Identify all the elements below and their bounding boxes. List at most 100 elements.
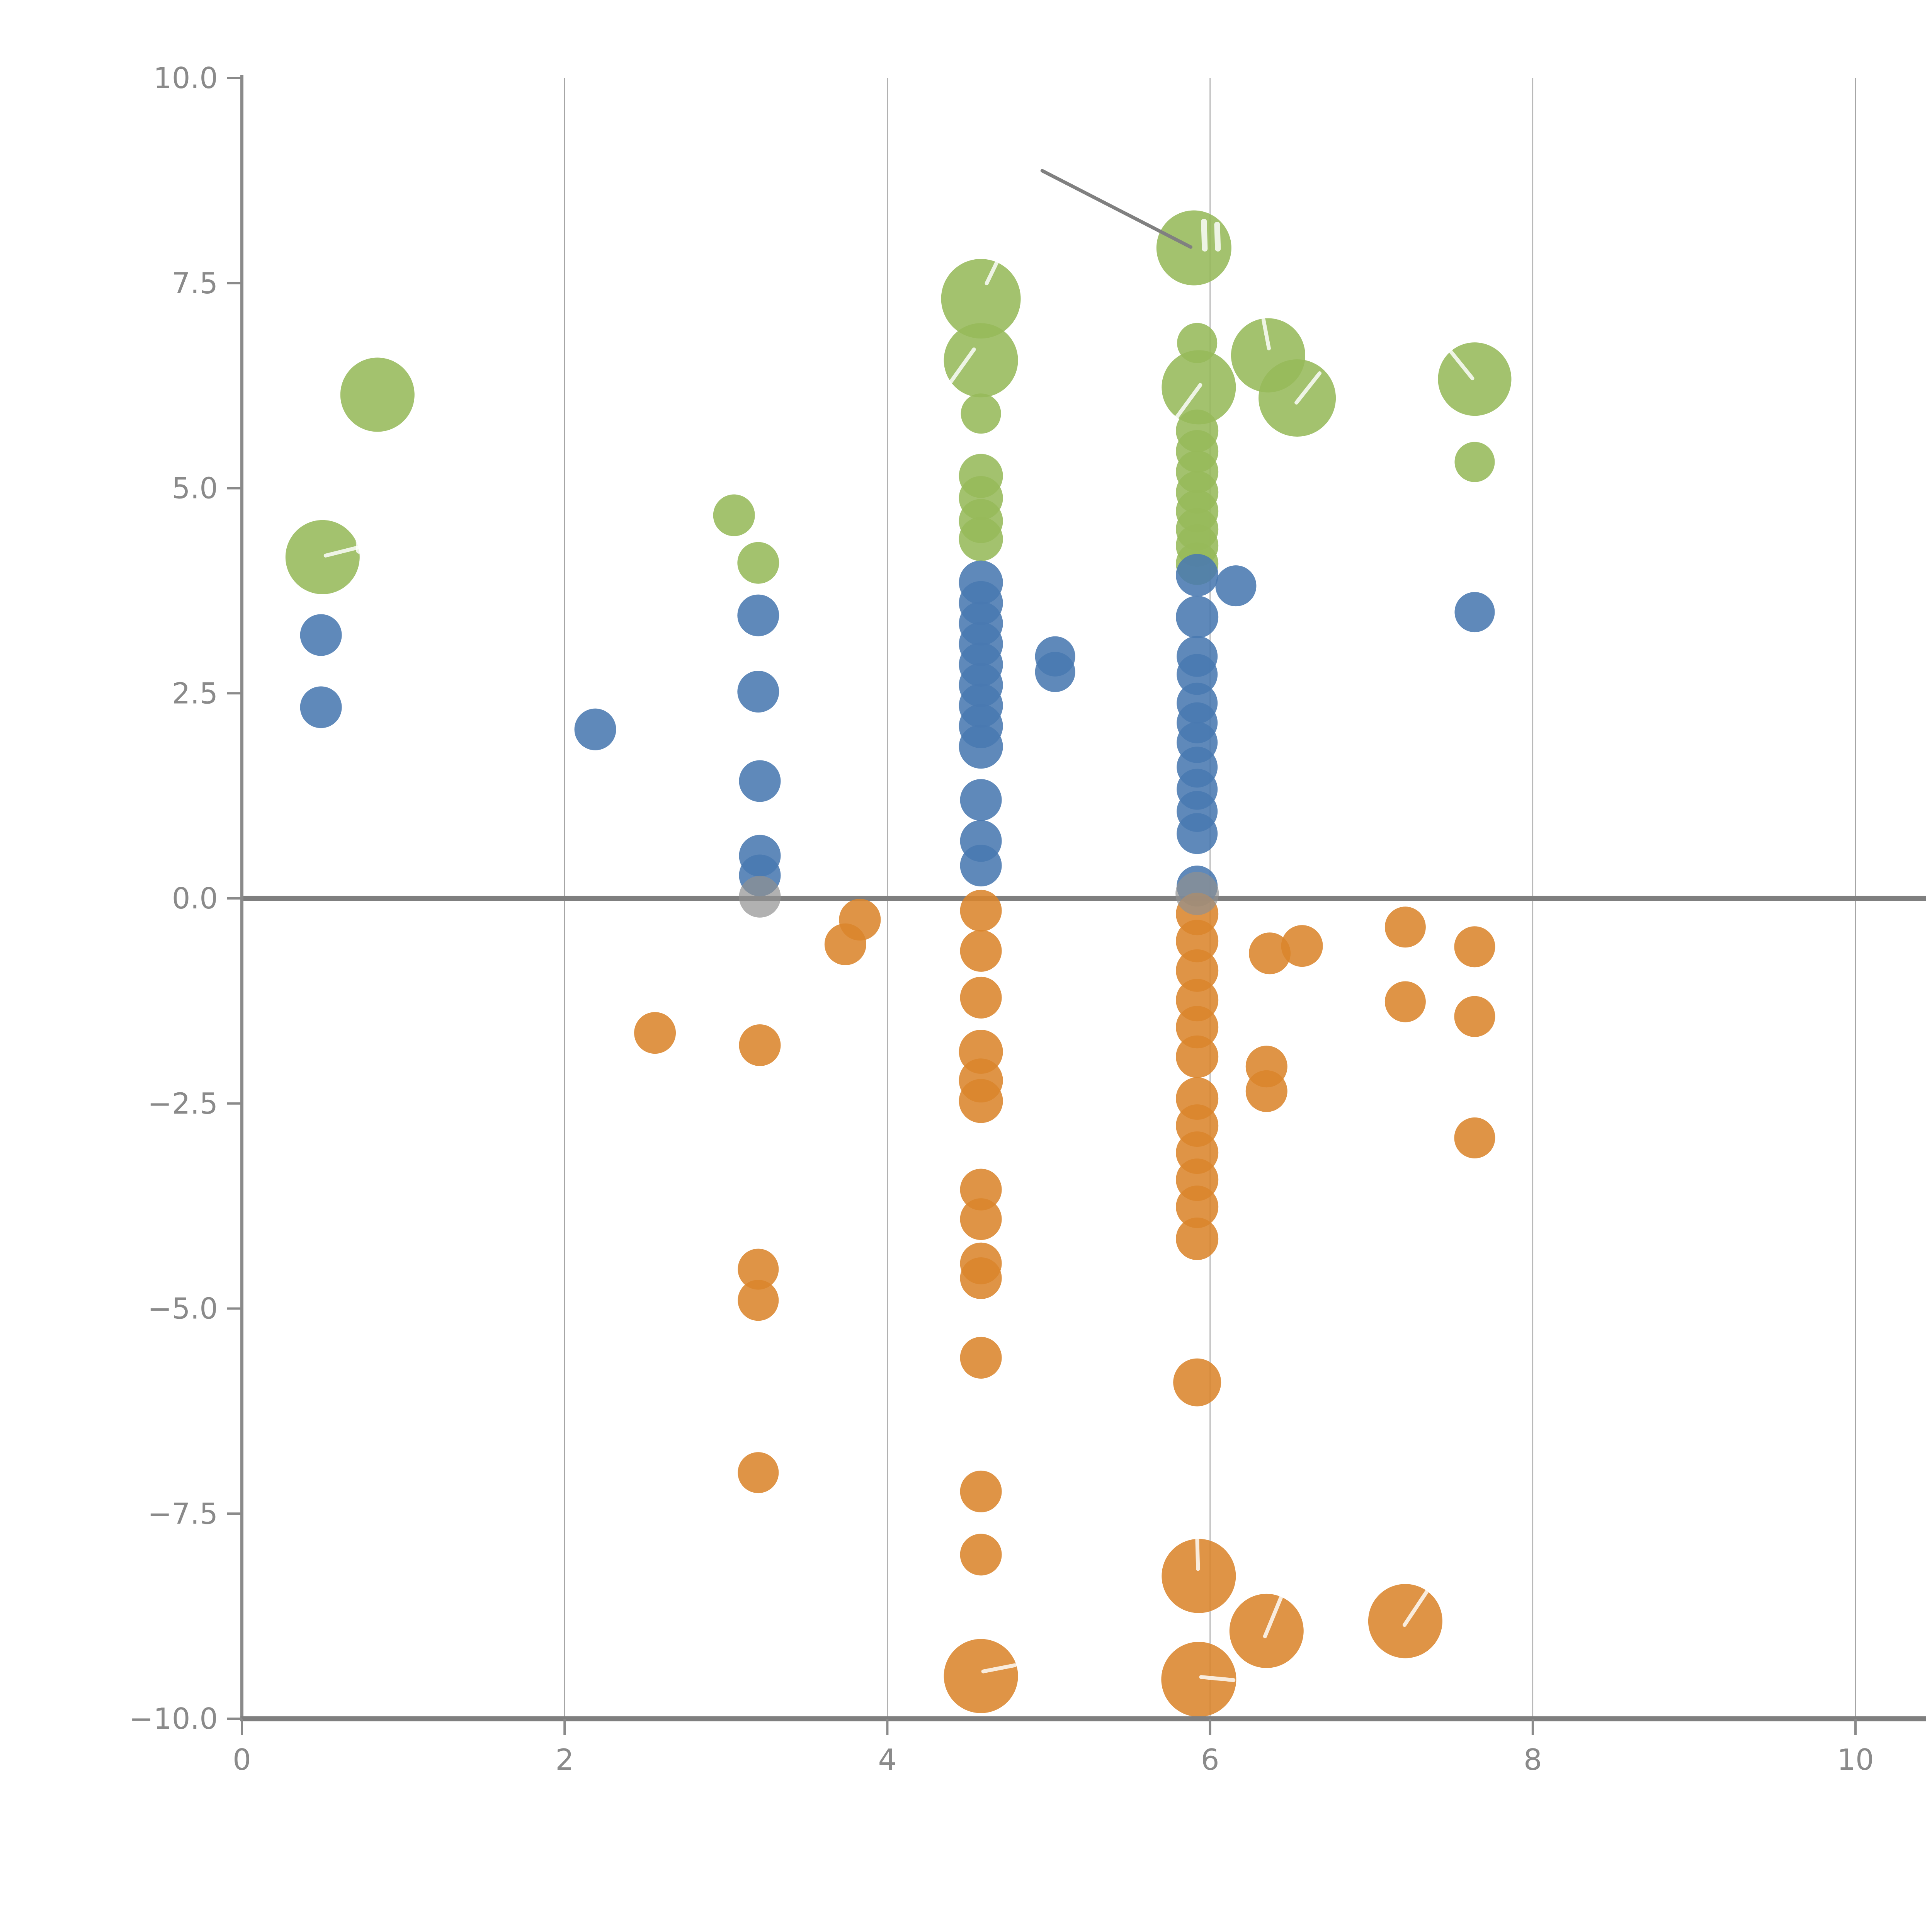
scatter-point-orange: [960, 1337, 1002, 1379]
scatter-point-blue: [960, 779, 1002, 821]
scatter-point-orange: [824, 923, 866, 965]
white-tick-marks: [323, 218, 1475, 1682]
scatter-point-orange: [960, 1168, 1002, 1211]
bubble-white-tick: [985, 236, 1011, 286]
scatter-point-gray: [739, 876, 781, 918]
bubble-white-tick: [1195, 1537, 1200, 1571]
y-tick-label: 7.5: [172, 266, 218, 300]
bubble-white-tick: [1214, 221, 1221, 252]
y-tick-label: −7.5: [148, 1497, 218, 1531]
scatter-point-orange: [738, 1452, 779, 1493]
scatter-point-blue: [739, 760, 781, 802]
y-tick-label: 10.0: [153, 61, 218, 95]
bubble-white-tick: [1402, 1588, 1430, 1627]
scatter-point-green: [941, 259, 1021, 339]
y-tick-label: 5.0: [172, 471, 218, 505]
scatter-point-green: [1156, 210, 1231, 286]
bubble-white-tick: [1199, 1675, 1236, 1682]
bubble-white-tick: [323, 545, 362, 558]
scatter-point-orange: [1245, 1070, 1287, 1112]
y-tick-label: 0.0: [172, 881, 218, 915]
scatter-point-blue: [1035, 652, 1075, 692]
scatter-point-orange: [1384, 981, 1426, 1022]
scatter-point-green: [713, 494, 755, 536]
scatter-point-green: [285, 520, 360, 594]
scatter-point-orange: [1176, 1035, 1219, 1078]
scatter-point-blue: [737, 671, 779, 713]
scatter-point-green: [1454, 442, 1495, 482]
scatter-point-orange: [1173, 1358, 1221, 1406]
bubble-white-tick: [1263, 1595, 1283, 1638]
scatter-point-orange: [1384, 906, 1426, 948]
x-tick-label: 4: [878, 1743, 897, 1777]
scatter-point-blue: [1177, 813, 1218, 854]
scatter-point-orange: [1454, 926, 1495, 968]
scatter-point-blue: [1454, 592, 1495, 633]
scatter-point-green: [961, 393, 1001, 434]
y-tick-label: −10.0: [129, 1702, 218, 1736]
tick-labels: 10.0 7.5 5.0 2.5 0.0 −2.5 −5.0 −7.5 −10.0 0 2 4 6 8 10: [129, 61, 1874, 1777]
scatter-point-orange: [1176, 1185, 1219, 1228]
scatter-point-orange: [944, 1639, 1018, 1713]
bubble-white-tick: [1173, 383, 1202, 422]
scatter-point-orange: [960, 1470, 1002, 1512]
y-tick-label: −2.5: [148, 1087, 218, 1121]
scatter-point-gray: [1175, 872, 1219, 915]
scatter-point-orange: [960, 889, 1002, 932]
scatter-point-orange: [1454, 1117, 1495, 1158]
scatter-point-orange: [634, 1012, 676, 1054]
x-tick-label: 2: [555, 1743, 574, 1777]
scatter-point-orange: [1162, 1539, 1236, 1613]
scatter-point-orange: [1176, 949, 1219, 992]
scatter-point-blue: [960, 845, 1002, 887]
bubble-white-tick: [355, 530, 362, 554]
y-tick-label: −5.0: [148, 1292, 218, 1326]
scatter-point-green: [944, 323, 1018, 398]
x-tick-label: 8: [1524, 1743, 1542, 1777]
scatter-point-orange: [1176, 1006, 1219, 1049]
scatter-point-orange: [960, 1534, 1002, 1576]
scatter-point-orange: [960, 1198, 1002, 1240]
scatter-point-orange: [1454, 996, 1495, 1037]
x-tick-label: 6: [1201, 1743, 1219, 1777]
bubble-white-tick: [1294, 371, 1322, 405]
annotation-pointer-line: [1040, 169, 1192, 249]
scatter-point-orange: [1281, 925, 1323, 967]
x-tick-label: 10: [1837, 1743, 1874, 1777]
scatter-point-orange: [738, 1248, 779, 1290]
scatter-point-blue: [1176, 595, 1219, 638]
x-tick-label: 0: [233, 1743, 251, 1777]
y-tick-label: 2.5: [172, 676, 218, 710]
scatter-point-green: [1438, 342, 1512, 416]
scatter-point-green: [1259, 359, 1336, 437]
scatter-point-orange: [739, 1024, 781, 1066]
scatter-point-orange: [960, 930, 1002, 972]
scatter-point-green: [959, 517, 1003, 561]
scatter-point-blue: [737, 594, 779, 636]
bubble-white-tick: [1201, 218, 1208, 252]
scatter-point-orange: [959, 1079, 1003, 1123]
scatter-point-blue: [1176, 554, 1219, 597]
bubble-white-tick: [945, 347, 976, 389]
scatter-point-blue: [300, 686, 342, 728]
scatter-point-green: [340, 357, 415, 432]
scatter-points: [285, 210, 1512, 1717]
scatter-point-orange: [1249, 932, 1291, 975]
bubble-white-tick: [981, 1663, 1017, 1673]
scatter-point-blue: [959, 724, 1003, 769]
scatter-point-blue: [1177, 654, 1218, 695]
bubble-white-tick: [1261, 318, 1271, 350]
scatter-point-orange: [1161, 1642, 1236, 1717]
annotation-arrow: [1040, 169, 1192, 249]
scatter-point-orange: [738, 1280, 779, 1321]
scatter-point-orange: [960, 976, 1002, 1019]
scatter-point-blue: [1215, 565, 1257, 607]
scatter-point-orange: [960, 1257, 1002, 1299]
scatter-point-green: [737, 542, 779, 584]
axes: [227, 75, 1926, 1735]
scatter-point-orange: [1176, 1218, 1219, 1260]
scatter-point-blue: [574, 708, 616, 750]
scatter-point-orange: [1176, 920, 1219, 963]
